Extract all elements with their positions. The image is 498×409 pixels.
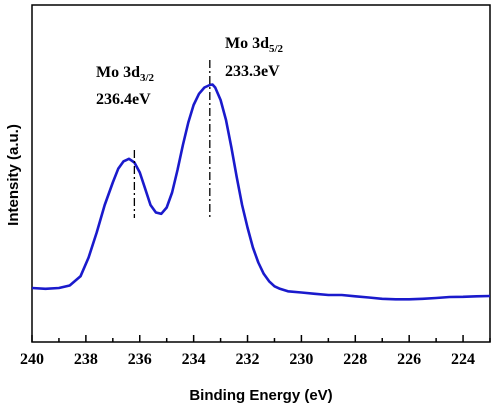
x-axis-tick-labels: 240 238 236 234 232 230 228 226 224 [20, 351, 475, 368]
plot-frame [31, 4, 491, 343]
x-tick-label: 228 [343, 351, 367, 368]
x-tick-label: 224 [451, 351, 475, 368]
x-axis-ticks [31, 335, 491, 342]
x-tick-label: 238 [74, 351, 98, 368]
y-axis-label: Intensity (a.u.) [5, 124, 22, 226]
peak-label: Mo 3d5/2 [225, 35, 284, 55]
peak-energy-label: 236.4eV [96, 91, 151, 108]
x-tick-label: 226 [397, 351, 421, 368]
x-tick-label: 232 [236, 351, 260, 368]
x-tick-label: 234 [182, 351, 206, 368]
peak-annotations: Mo 3d3/2 236.4eV Mo 3d5/2 233.3eV [96, 35, 284, 218]
x-axis-label: Binding Energy (eV) [189, 387, 332, 404]
peak-label: Mo 3d3/2 [96, 64, 155, 84]
peak-energy-label: 233.3eV [225, 63, 280, 80]
spectrum-line [31, 83, 491, 301]
x-tick-label: 240 [20, 351, 44, 368]
x-tick-label: 230 [289, 351, 313, 368]
x-tick-label: 236 [128, 351, 152, 368]
